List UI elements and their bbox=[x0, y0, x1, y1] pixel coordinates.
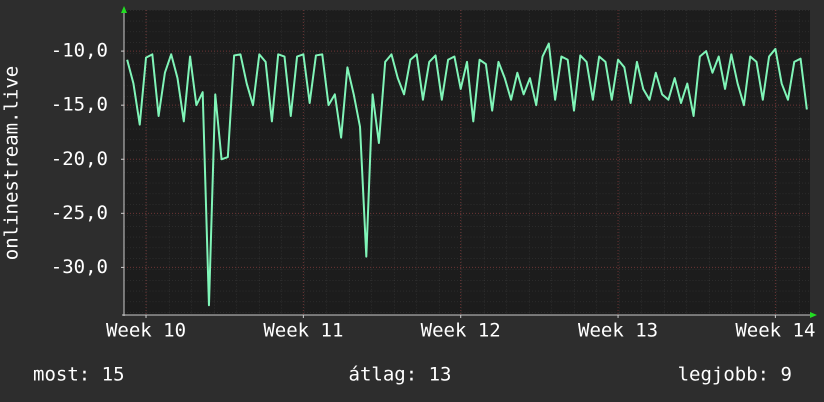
stat-best: legjobb: 9 bbox=[678, 364, 792, 386]
y-axis-label: onlinestream.live bbox=[1, 66, 23, 260]
stat-average: átlag: 13 bbox=[349, 364, 452, 386]
x-tick-label: Week 13 bbox=[578, 320, 658, 342]
y-tick-label: -30,0 bbox=[51, 256, 108, 278]
y-tick-label: -15,0 bbox=[51, 94, 108, 116]
x-axis-arrow bbox=[810, 312, 817, 318]
x-tick-label: Week 10 bbox=[106, 320, 186, 342]
data-layer bbox=[126, 42, 808, 307]
y-tick-label: -25,0 bbox=[51, 202, 108, 224]
stat-current: most: 15 bbox=[33, 364, 125, 386]
series-line bbox=[126, 42, 808, 307]
grid-layer bbox=[121, 10, 810, 318]
x-tick-label: Week 12 bbox=[421, 320, 501, 342]
x-tick-label: Week 14 bbox=[735, 320, 815, 342]
y-axis-arrow bbox=[121, 6, 127, 13]
x-tick-label: Week 11 bbox=[263, 320, 343, 342]
y-tick-label: -10,0 bbox=[51, 40, 108, 62]
y-tick-label: -20,0 bbox=[51, 148, 108, 170]
minor-grid bbox=[124, 10, 810, 315]
